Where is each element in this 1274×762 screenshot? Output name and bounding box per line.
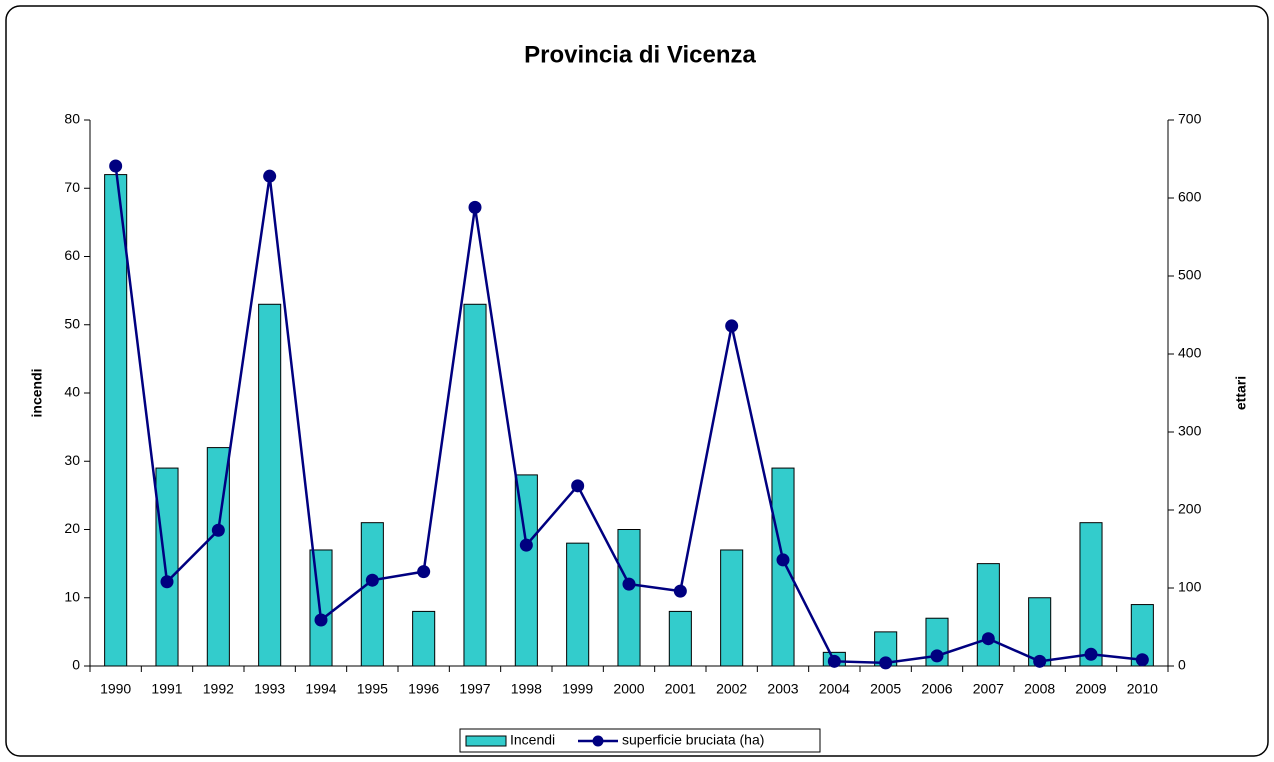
x-tick-label: 2010 xyxy=(1127,681,1158,697)
line-marker xyxy=(160,575,174,589)
bar xyxy=(360,522,384,667)
legend-label: Incendi xyxy=(510,732,555,748)
line-marker xyxy=(1033,654,1047,668)
x-tick-label: 2002 xyxy=(716,681,747,697)
legend-swatch xyxy=(592,735,604,747)
y2-tick-label: 500 xyxy=(1178,267,1202,283)
x-tick-label: 1991 xyxy=(151,681,182,697)
x-tick-label: 1993 xyxy=(254,681,285,697)
bar xyxy=(1079,522,1103,667)
bar xyxy=(155,467,179,667)
line-marker xyxy=(417,565,431,579)
x-tick-label: 2001 xyxy=(665,681,696,697)
chart-title: Provincia di Vicenza xyxy=(524,41,756,68)
y-tick-label: 70 xyxy=(64,179,80,195)
line-marker xyxy=(365,573,379,587)
line-marker xyxy=(673,584,687,598)
bar xyxy=(514,474,538,667)
y-tick-label: 60 xyxy=(64,247,80,263)
bar xyxy=(309,549,333,667)
line-marker xyxy=(776,553,790,567)
bar xyxy=(258,303,282,667)
y2-tick-label: 400 xyxy=(1178,345,1202,361)
legend-label: superficie bruciata (ha) xyxy=(622,732,764,748)
line-marker xyxy=(109,159,123,173)
legend-swatch xyxy=(465,735,507,747)
x-tick-label: 2007 xyxy=(973,681,1004,697)
y-tick-label: 50 xyxy=(64,315,80,331)
y2-tick-label: 0 xyxy=(1178,657,1186,673)
x-tick-label: 2005 xyxy=(870,681,901,697)
bar xyxy=(668,610,692,667)
bar xyxy=(566,542,590,667)
bar xyxy=(412,610,436,667)
y-tick-label: 20 xyxy=(64,520,80,536)
y2-tick-label: 100 xyxy=(1178,579,1202,595)
bar xyxy=(617,529,641,667)
line-marker xyxy=(263,169,277,183)
line-marker xyxy=(468,200,482,214)
y2-tick-label: 300 xyxy=(1178,423,1202,439)
legend-box xyxy=(459,728,821,753)
y-tick-label: 80 xyxy=(64,111,80,127)
x-tick-label: 2000 xyxy=(613,681,644,697)
x-tick-label: 1996 xyxy=(408,681,439,697)
bar xyxy=(104,174,128,667)
bar xyxy=(976,563,1000,667)
x-tick-label: 1999 xyxy=(562,681,593,697)
x-tick-label: 1990 xyxy=(100,681,131,697)
y2-tick-label: 200 xyxy=(1178,501,1202,517)
line-marker xyxy=(314,613,328,627)
y2-axis-label: ettari xyxy=(1233,376,1249,410)
bar xyxy=(771,467,795,667)
y2-tick-label: 700 xyxy=(1178,111,1202,127)
y-tick-label: 30 xyxy=(64,452,80,468)
line-marker xyxy=(725,319,739,333)
x-tick-label: 1994 xyxy=(305,681,336,697)
line-marker xyxy=(1135,653,1149,667)
y2-tick-label: 600 xyxy=(1178,189,1202,205)
x-tick-label: 2004 xyxy=(819,681,850,697)
line-marker xyxy=(519,538,533,552)
line-marker xyxy=(930,649,944,663)
bar xyxy=(206,447,230,667)
line-marker xyxy=(622,577,636,591)
line-marker xyxy=(827,654,841,668)
y-tick-label: 0 xyxy=(72,657,80,673)
x-tick-label: 1992 xyxy=(203,681,234,697)
line-marker xyxy=(211,523,225,537)
bar xyxy=(463,303,487,667)
line-marker xyxy=(1084,647,1098,661)
x-tick-label: 1995 xyxy=(357,681,388,697)
y-tick-label: 10 xyxy=(64,588,80,604)
bar xyxy=(720,549,744,667)
line-marker xyxy=(571,479,585,493)
x-tick-label: 2008 xyxy=(1024,681,1055,697)
x-tick-label: 2003 xyxy=(767,681,798,697)
x-tick-label: 2009 xyxy=(1075,681,1106,697)
y-axis-label: incendi xyxy=(29,368,45,417)
y-tick-label: 40 xyxy=(64,384,80,400)
x-tick-label: 1998 xyxy=(511,681,542,697)
x-tick-label: 2006 xyxy=(921,681,952,697)
line-marker xyxy=(981,632,995,646)
line-marker xyxy=(879,656,893,670)
x-tick-label: 1997 xyxy=(459,681,490,697)
